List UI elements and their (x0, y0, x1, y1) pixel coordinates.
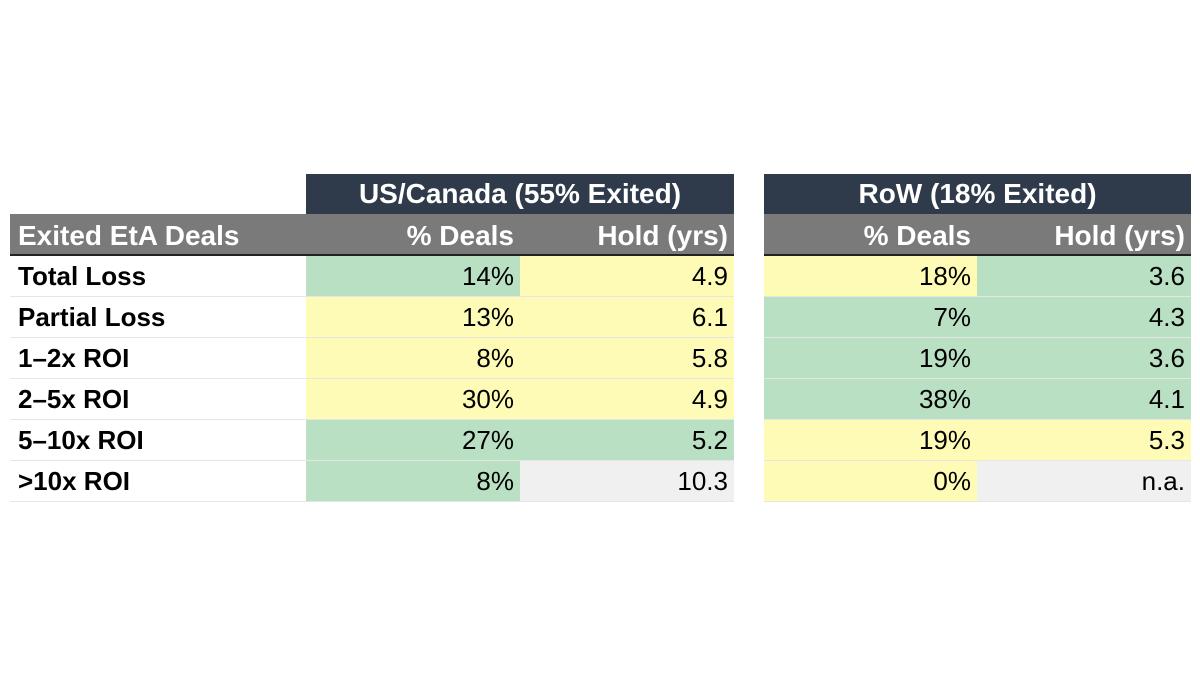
table-row: 18% 3.6 (764, 256, 1191, 297)
column-header-row: Exited EtA Deals % Deals Hold (yrs) (10, 214, 734, 256)
column-header-hold: Hold (yrs) (1054, 220, 1185, 251)
table-row: 1–2x ROI 8% 5.8 (10, 338, 734, 379)
hold-cell: 3.6 (977, 256, 1191, 296)
deals-cell: 27% (306, 420, 520, 460)
hold-cell: 5.3 (977, 420, 1191, 460)
hold-cell: 5.2 (520, 420, 734, 460)
group-header-row: RoW (18% Exited) (764, 174, 1191, 214)
row-header-label: Exited EtA Deals (18, 220, 240, 251)
table-row: 19% 5.3 (764, 420, 1191, 461)
column-header-deals: % Deals (863, 220, 971, 251)
table-row: 0% n.a. (764, 461, 1191, 502)
table-row: 7% 4.3 (764, 297, 1191, 338)
table-row: 2–5x ROI 30% 4.9 (10, 379, 734, 420)
us-canada-group-title: US/Canada (55% Exited) (306, 174, 734, 214)
group-header-spacer (10, 174, 306, 214)
us-canada-table-body: Total Loss 14% 4.9 Partial Loss 13% 6.1 1–2x R… (10, 256, 734, 502)
row-table-body: 18% 3.6 7% 4.3 19% 3.6 38% 4.1 19% 5.3 0% n.a. (764, 256, 1191, 502)
row-label: 2–5x ROI (10, 379, 306, 419)
deals-cell: 8% (306, 461, 520, 501)
row-label: Total Loss (10, 256, 306, 296)
deals-cell: 18% (764, 256, 977, 296)
row-label: Partial Loss (10, 297, 306, 337)
row-label: 5–10x ROI (10, 420, 306, 460)
deals-cell: 38% (764, 379, 977, 419)
hold-cell: 10.3 (520, 461, 734, 501)
hold-cell: 5.8 (520, 338, 734, 378)
hold-cell: 4.1 (977, 379, 1191, 419)
table-row: 5–10x ROI 27% 5.2 (10, 420, 734, 461)
hold-cell: n.a. (977, 461, 1191, 501)
hold-cell: 4.9 (520, 256, 734, 296)
deals-cell: 13% (306, 297, 520, 337)
hold-cell: 6.1 (520, 297, 734, 337)
table-row: Total Loss 14% 4.9 (10, 256, 734, 297)
table-row: >10x ROI 8% 10.3 (10, 461, 734, 502)
deals-cell: 7% (764, 297, 977, 337)
hold-cell: 4.9 (520, 379, 734, 419)
table-row: 38% 4.1 (764, 379, 1191, 420)
deals-cell: 14% (306, 256, 520, 296)
group-header-row: US/Canada (55% Exited) (10, 174, 734, 214)
column-header-hold: Hold (yrs) (597, 220, 728, 251)
deals-cell: 0% (764, 461, 977, 501)
hold-cell: 4.3 (977, 297, 1191, 337)
hold-cell: 3.6 (977, 338, 1191, 378)
row-table: RoW (18% Exited) % Deals Hold (yrs) 18% 3… (764, 174, 1191, 502)
deals-cell: 19% (764, 420, 977, 460)
deals-cell: 30% (306, 379, 520, 419)
us-canada-table: US/Canada (55% Exited) Exited EtA Deals … (10, 174, 734, 502)
deals-cell: 19% (764, 338, 977, 378)
deals-cell: 8% (306, 338, 520, 378)
column-header-row: % Deals Hold (yrs) (764, 214, 1191, 256)
table-row: 19% 3.6 (764, 338, 1191, 379)
table-row: Partial Loss 13% 6.1 (10, 297, 734, 338)
row-group-title: RoW (18% Exited) (764, 174, 1191, 214)
row-label: 1–2x ROI (10, 338, 306, 378)
row-label: >10x ROI (10, 461, 306, 501)
column-header-deals: % Deals (406, 220, 514, 251)
